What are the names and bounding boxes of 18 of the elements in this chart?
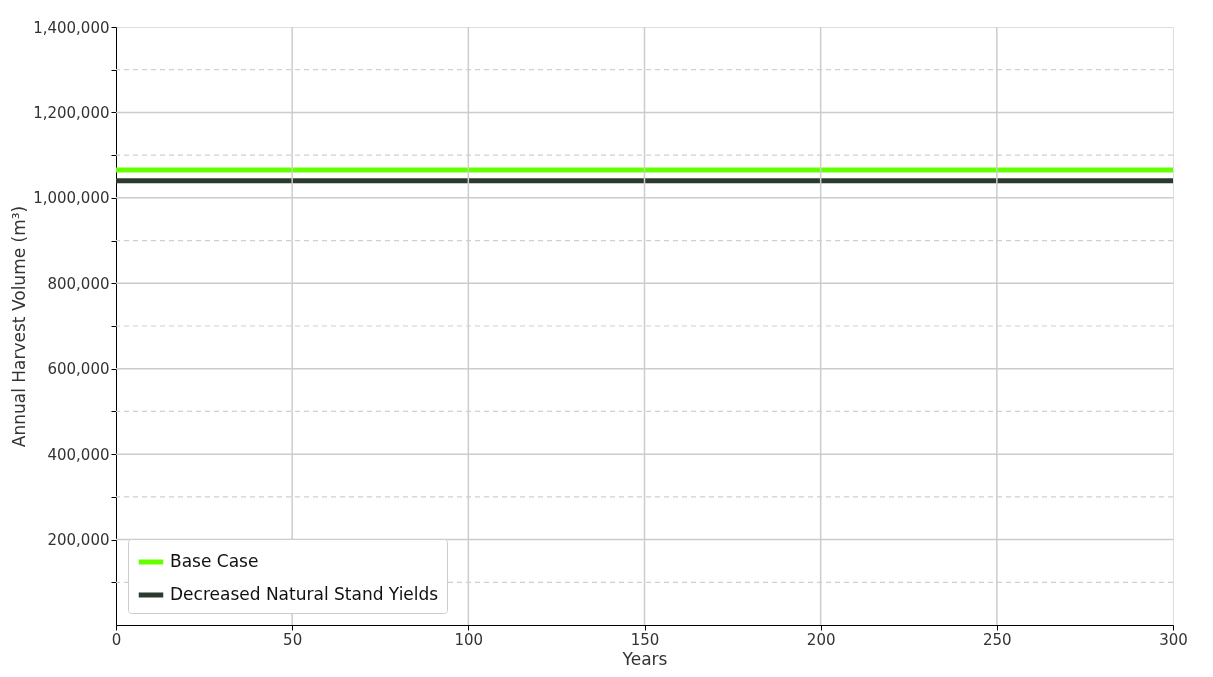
legend-label: Base Case (170, 551, 259, 571)
x-tick-label: 50 (283, 630, 303, 649)
y-tick-label: 400,000 (47, 445, 110, 464)
x-tick-label: 300 (1159, 630, 1188, 649)
x-tick-label: 200 (806, 630, 836, 649)
y-tick-label: 200,000 (47, 531, 110, 550)
y-axis-title: Annual Harvest Volume (m³) (9, 205, 30, 448)
legend-label: Decreased Natural Stand Yields (170, 584, 439, 604)
x-tick-label: 100 (454, 630, 484, 649)
y-tick-label: 600,000 (47, 360, 110, 379)
y-tick-label: 1,200,000 (33, 103, 110, 122)
x-axis-title: Years (621, 648, 668, 669)
y-tick-label: 1,400,000 (33, 18, 110, 37)
y-tick-label: 1,000,000 (33, 189, 110, 208)
x-tick-label: 150 (630, 630, 660, 649)
x-tick-label: 0 (111, 630, 122, 649)
x-tick-label: 250 (983, 630, 1012, 649)
y-tick-label: 800,000 (47, 274, 110, 293)
